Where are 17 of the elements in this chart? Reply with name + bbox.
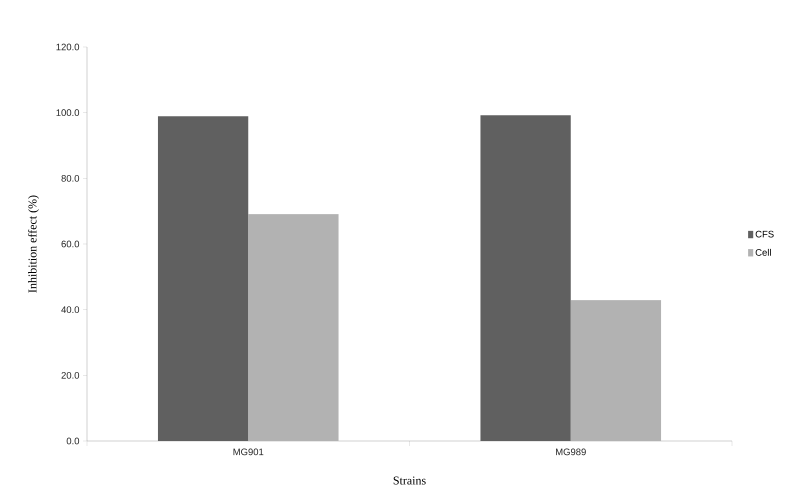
legend-label: Cell <box>756 248 771 256</box>
x-axis-title: Strains <box>394 476 426 485</box>
y-tick-label: 20.0 <box>62 372 80 379</box>
bar <box>158 116 248 441</box>
bar <box>248 214 339 441</box>
x-tick-label: MG989 <box>556 448 586 456</box>
bar <box>480 115 571 441</box>
y-tick-label: 80.0 <box>61 174 80 182</box>
y-tick-label: 0.0 <box>66 438 80 444</box>
y-tick-label: 40.0 <box>61 306 80 314</box>
bar <box>570 300 662 441</box>
y-tick-label: 100.0 <box>56 109 80 116</box>
x-tick-label: MG901 <box>234 448 264 456</box>
y-axis-title: Inhibition effect (%) <box>28 196 39 293</box>
y-tick-label: 120.0 <box>56 44 80 50</box>
y-tick-label: 60.0 <box>62 240 80 248</box>
legend-label: CFS <box>756 230 774 238</box>
